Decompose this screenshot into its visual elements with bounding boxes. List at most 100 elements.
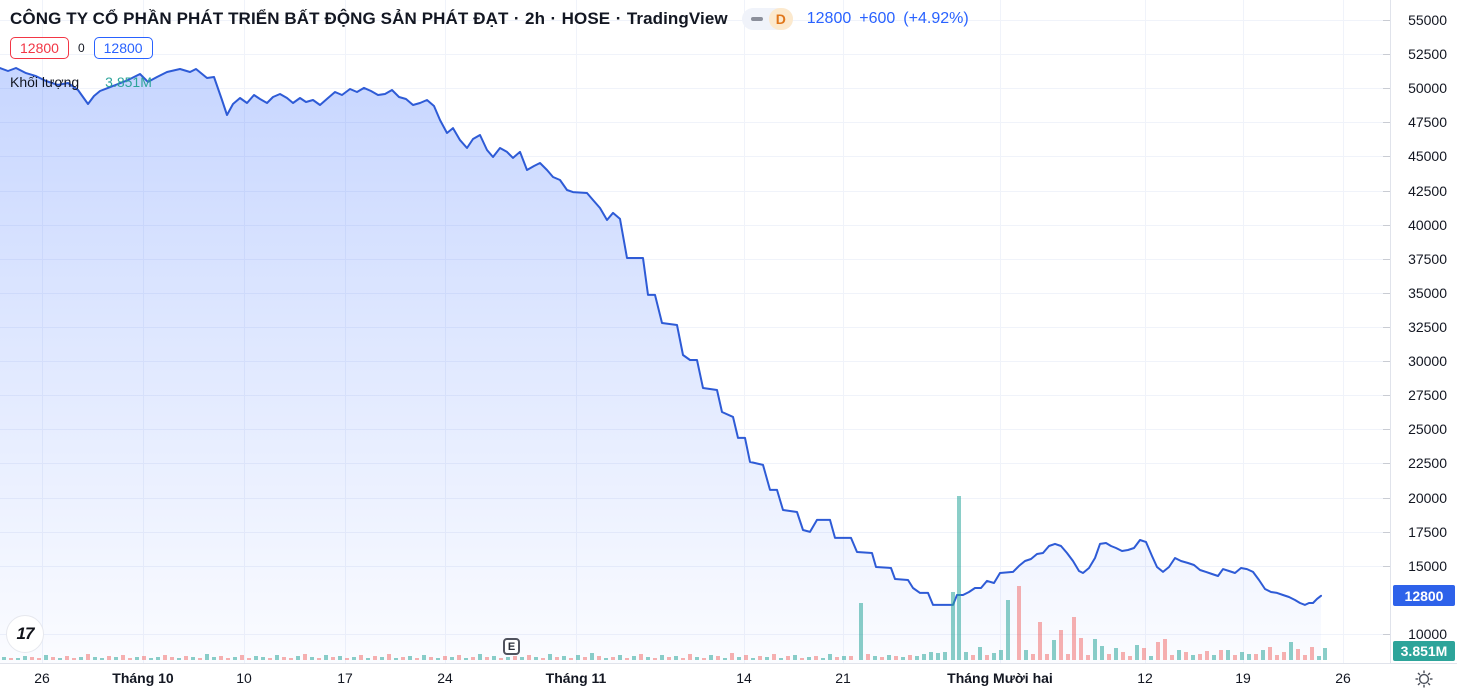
- volume-bar: [1303, 655, 1307, 660]
- volume-bar: [275, 655, 279, 660]
- tradingview-logo[interactable]: 17: [6, 615, 44, 653]
- volume-bar: [957, 496, 961, 660]
- price-axis-tick-label: 45000: [1408, 148, 1447, 165]
- volume-bar: [233, 657, 237, 660]
- volume-bar: [247, 658, 251, 660]
- volume-bar: [16, 658, 20, 660]
- symbol-title: CÔNG TY CỔ PHẦN PHÁT TRIỂN BẤT ĐỘNG SẢN …: [10, 9, 728, 28]
- volume-bar: [86, 654, 90, 660]
- volume-bar: [359, 655, 363, 660]
- time-axis-label: 17: [337, 670, 353, 686]
- interval-toolbar-pill[interactable]: D: [741, 8, 793, 30]
- volume-bar: [121, 655, 125, 660]
- volume-bar: [72, 658, 76, 660]
- volume-bar: [807, 657, 811, 660]
- price-axis-tick-label: 10000: [1408, 626, 1447, 642]
- ask-price-box[interactable]: 12800: [93, 37, 153, 59]
- volume-bar: [793, 655, 797, 660]
- price-axis-tick-label: 35000: [1408, 284, 1447, 301]
- price-axis-tick-label: 47500: [1408, 114, 1447, 131]
- hide-indicator-icon[interactable]: [750, 17, 763, 21]
- platform-label[interactable]: TradingView: [626, 9, 728, 28]
- volume-bar: [758, 656, 762, 660]
- volume-bar: [604, 658, 608, 660]
- price-axis-tick-label: 42500: [1408, 182, 1447, 199]
- volume-bar: [1233, 655, 1237, 660]
- volume-bar: [1247, 654, 1251, 660]
- volume-bar: [723, 658, 727, 660]
- volume-bar: [44, 655, 48, 660]
- volume-bar: [681, 658, 685, 660]
- volume-bar: [149, 658, 153, 660]
- price-line-series: [0, 67, 1322, 606]
- volume-bar: [730, 653, 734, 660]
- volume-bar: [9, 658, 13, 660]
- volume-bar: [1024, 650, 1028, 660]
- volume-bar: [1198, 654, 1202, 660]
- volume-bar: [450, 657, 454, 660]
- volume-bar: [1079, 638, 1083, 660]
- price-chart-canvas[interactable]: [0, 0, 1390, 668]
- volume-bar: [415, 658, 419, 660]
- volume-value: 3.851M: [105, 74, 152, 90]
- volume-bar: [506, 657, 510, 660]
- volume-bar: [240, 655, 244, 660]
- volume-bar: [625, 658, 629, 660]
- price-axis-tick-label: 30000: [1408, 353, 1447, 370]
- volume-bar: [1317, 656, 1321, 660]
- volume-bar: [1205, 651, 1209, 660]
- volume-bar: [534, 657, 538, 660]
- volume-bar: [527, 655, 531, 660]
- time-axis-label: 14: [736, 670, 752, 686]
- price-axis-tick-label: 17500: [1408, 523, 1447, 540]
- volume-bar: [702, 658, 706, 660]
- volume-bar: [866, 654, 870, 660]
- price-change: +600: [859, 10, 896, 27]
- volume-bar: [1006, 600, 1010, 660]
- last-price-axis-label: 12800: [1393, 585, 1455, 607]
- volume-bar: [478, 654, 482, 660]
- volume-bar: [373, 656, 377, 660]
- volume-bar: [366, 658, 370, 660]
- volume-bar: [901, 657, 905, 660]
- volume-bar: [100, 658, 104, 660]
- volume-bar: [999, 650, 1003, 660]
- volume-legend[interactable]: Khối lượng 3.851M: [10, 74, 152, 90]
- price-axis[interactable]: 12800 3.851M 55000 52500 50000 47500 45000 42…: [1390, 0, 1457, 663]
- volume-bar: [212, 657, 216, 660]
- chart-header: CÔNG TY CỔ PHẦN PHÁT TRIỂN BẤT ĐỘNG SẢN …: [10, 8, 969, 30]
- volume-bar: [352, 657, 356, 660]
- volume-bar: [859, 603, 863, 660]
- volume-bar: [1184, 652, 1188, 660]
- chart-settings-gear-icon[interactable]: [1414, 669, 1434, 689]
- volume-bar: [107, 656, 111, 660]
- price-axis-tick-label: 27500: [1408, 387, 1447, 404]
- volume-bar: [1191, 655, 1195, 660]
- volume-bar: [464, 658, 468, 660]
- time-axis-label: 10: [236, 670, 252, 686]
- earnings-marker[interactable]: E: [503, 638, 520, 655]
- price-axis-tick-label: 32500: [1408, 319, 1447, 335]
- volume-bar: [170, 657, 174, 660]
- price-axis-tick-label: 40000: [1408, 216, 1447, 233]
- volume-bar: [65, 656, 69, 660]
- volume-bar: [1282, 652, 1286, 660]
- interval-label: 2h: [525, 9, 546, 28]
- volume-bar: [345, 658, 349, 660]
- time-axis-label: 19: [1235, 670, 1251, 686]
- bid-price-box[interactable]: 12800: [10, 37, 69, 59]
- price-axis-tick-label: 37500: [1408, 250, 1447, 267]
- volume-bar: [331, 657, 335, 660]
- volume-bar: [1052, 640, 1056, 660]
- volume-bar: [835, 657, 839, 660]
- volume-bar: [737, 657, 741, 660]
- volume-bar: [51, 657, 55, 660]
- volume-bar: [1156, 642, 1160, 660]
- volume-bar: [964, 652, 968, 660]
- volume-bar: [821, 658, 825, 660]
- time-axis[interactable]: 26 Tháng 10 10 17 24 Tháng 11 14 21 Tháng Mười h…: [0, 663, 1390, 693]
- daily-interval-badge[interactable]: D: [768, 8, 793, 30]
- volume-bar: [915, 656, 919, 660]
- volume-bar: [93, 657, 97, 660]
